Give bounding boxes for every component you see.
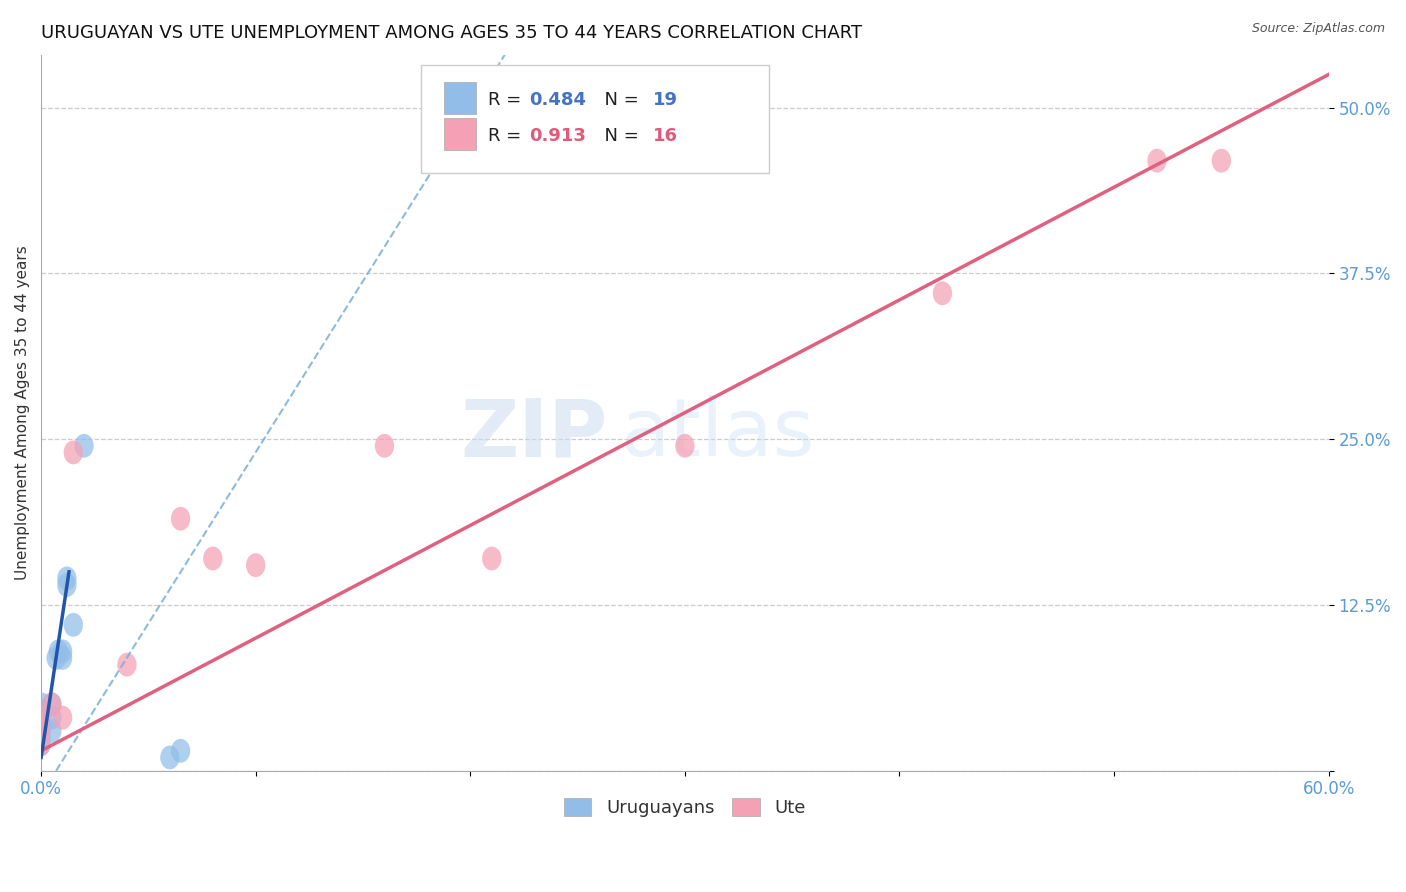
Ellipse shape	[63, 441, 83, 465]
Ellipse shape	[675, 434, 695, 458]
Ellipse shape	[31, 699, 51, 723]
Ellipse shape	[482, 547, 502, 571]
Ellipse shape	[53, 640, 72, 664]
Text: Source: ZipAtlas.com: Source: ZipAtlas.com	[1251, 22, 1385, 36]
Text: 0.913: 0.913	[529, 127, 586, 145]
FancyBboxPatch shape	[420, 65, 769, 173]
Text: URUGUAYAN VS UTE UNEMPLOYMENT AMONG AGES 35 TO 44 YEARS CORRELATION CHART: URUGUAYAN VS UTE UNEMPLOYMENT AMONG AGES…	[41, 24, 862, 42]
Ellipse shape	[31, 719, 51, 743]
Ellipse shape	[31, 713, 51, 736]
Ellipse shape	[46, 646, 66, 670]
Ellipse shape	[42, 692, 62, 716]
Ellipse shape	[1147, 149, 1167, 173]
FancyBboxPatch shape	[444, 82, 477, 114]
Ellipse shape	[160, 746, 180, 770]
Text: 16: 16	[652, 127, 678, 145]
Ellipse shape	[75, 434, 94, 458]
Ellipse shape	[53, 646, 72, 670]
Ellipse shape	[53, 706, 72, 730]
Ellipse shape	[42, 692, 62, 716]
Text: R =: R =	[488, 91, 527, 109]
Text: atlas: atlas	[620, 395, 815, 473]
Text: N =: N =	[593, 91, 645, 109]
Legend: Uruguayans, Ute: Uruguayans, Ute	[555, 789, 814, 826]
Ellipse shape	[117, 653, 136, 676]
Text: 0.484: 0.484	[529, 91, 586, 109]
FancyBboxPatch shape	[444, 118, 477, 150]
Ellipse shape	[49, 640, 67, 664]
Text: N =: N =	[593, 127, 645, 145]
Ellipse shape	[58, 573, 76, 597]
Text: R =: R =	[488, 127, 533, 145]
Y-axis label: Unemployment Among Ages 35 to 44 years: Unemployment Among Ages 35 to 44 years	[15, 245, 30, 580]
Ellipse shape	[31, 719, 51, 743]
Ellipse shape	[932, 281, 952, 305]
Ellipse shape	[172, 507, 190, 531]
Ellipse shape	[172, 739, 190, 763]
Text: 19: 19	[652, 91, 678, 109]
Ellipse shape	[202, 547, 222, 571]
Ellipse shape	[31, 732, 51, 756]
Ellipse shape	[31, 732, 51, 756]
Ellipse shape	[31, 725, 51, 749]
Text: ZIP: ZIP	[460, 395, 607, 473]
Ellipse shape	[1212, 149, 1232, 173]
Ellipse shape	[42, 719, 62, 743]
Ellipse shape	[31, 706, 51, 730]
Ellipse shape	[375, 434, 394, 458]
Ellipse shape	[31, 706, 51, 730]
Ellipse shape	[42, 706, 62, 730]
Ellipse shape	[63, 613, 83, 637]
Ellipse shape	[31, 692, 51, 716]
Ellipse shape	[246, 553, 266, 577]
Ellipse shape	[58, 566, 76, 591]
